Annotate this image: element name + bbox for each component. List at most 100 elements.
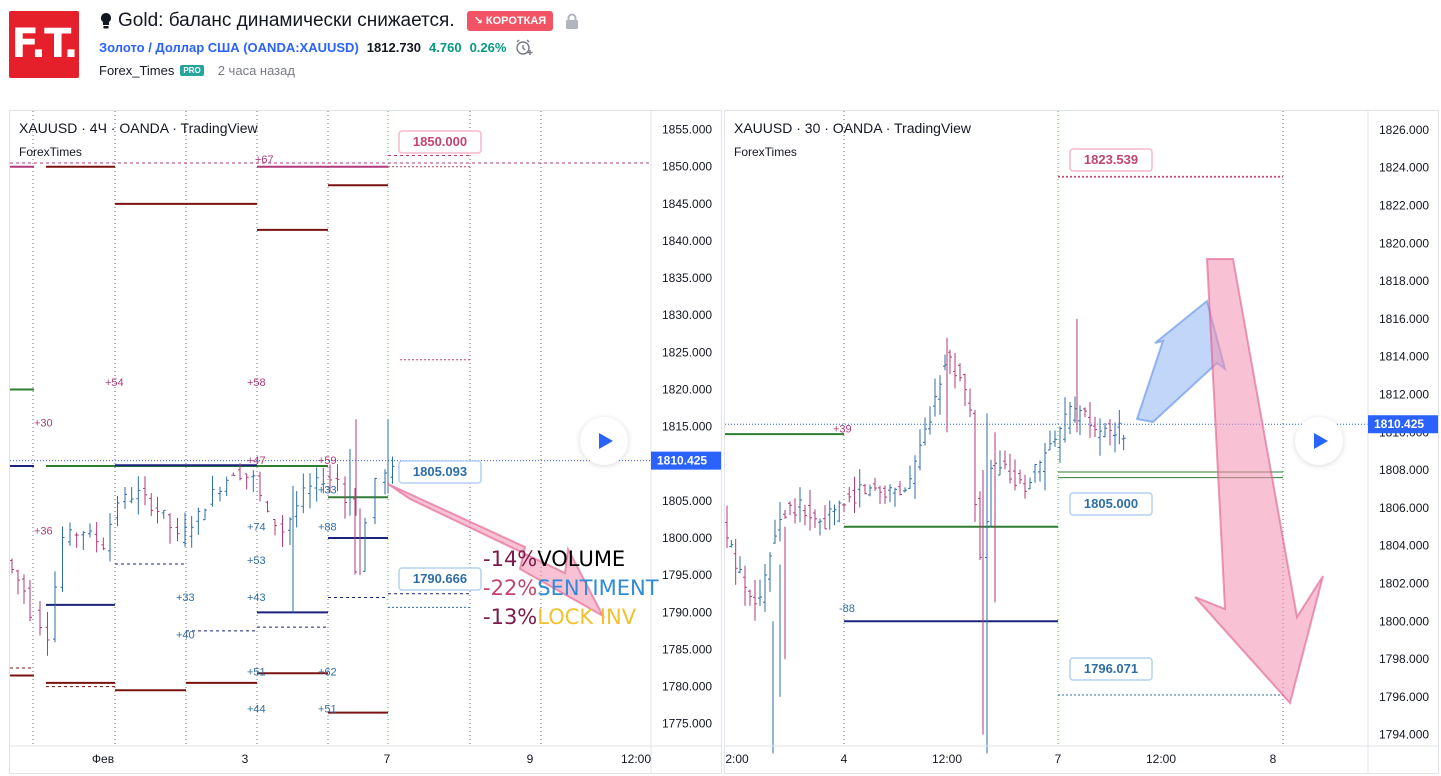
time-tick-label: 12:00 [932,752,962,766]
price-tick-label: 1816.000 [1379,312,1429,326]
play-button[interactable] [1295,417,1343,465]
price-tick-label: 1780.000 [662,680,712,694]
stat-volume: -14%VOLUME [483,547,626,571]
symbol-change-pct: 0.26% [469,39,507,55]
author-row: Forex_Times PRO 2 часа назад [99,63,295,78]
symbol-link[interactable]: Золото / Доллар США (OANDA:XAUUSD) [99,39,359,55]
level-label: +74 [247,522,266,534]
last-price-badge [1368,415,1438,434]
level-label: +40 [176,629,195,641]
level-label: +51 [318,704,337,716]
price-tick-label: 1775.000 [662,717,712,731]
price-tick-label: 1798.000 [1379,652,1429,666]
chart-title: XAUUSD · 4Ч · OANDA · TradingView [19,120,258,136]
last-price-value: 1810.425 [657,454,707,468]
chart-30m-canvas[interactable]: +39 -88 1823.539 1805.000 1796.071 1826.000… [725,111,1438,773]
level-label: +33 [318,484,337,496]
level-label: +54 [105,377,124,389]
price-tick-label: 1826.000 [1379,123,1429,137]
price-tick-label: 1835.000 [662,271,712,285]
price-tick-label: 1808.000 [1379,463,1429,477]
symbol-price: 1812.730 [366,39,422,55]
price-callout-box [1069,492,1153,516]
forecast-arrow-down [387,483,606,619]
price-tick-label: 1805.000 [662,494,712,508]
price-tick-label: 1785.000 [662,642,712,656]
price-callout-text: 1805.093 [413,464,467,479]
alarm-clock-icon[interactable] [514,38,534,56]
forex-times-logo[interactable]: F.T. [9,11,79,78]
short-badge: ↘ КОРОТКАЯ [466,11,554,31]
idea-header: Gold: баланс динамически снижается. ↘ КО… [100,8,579,34]
price-callout-box [398,460,482,484]
price-tick-label: 1806.000 [1379,501,1429,515]
symbol-row: Золото / Доллар США (OANDA:XAUUSD) 1812.… [99,38,534,56]
level-label: +47 [247,455,266,467]
price-tick-label: 1818.000 [1379,274,1429,288]
price-tick-label: 1795.000 [662,568,712,582]
price-tick-label: 1812.000 [1379,387,1429,401]
chart-panel-4h[interactable]: +67 +54 +58 +30 +47 +59 +36 +74 +88 +33 +43 +53 +40 +… [9,110,722,774]
price-tick-label: 1820.000 [662,383,712,397]
stat-sentiment: -22%SENTIMENT [483,576,659,600]
idea-title: Gold: баланс динамически снижается. [118,10,455,31]
price-tick-label: 1802.000 [1379,576,1429,590]
price-tick-label: 1804.000 [1379,539,1429,553]
pro-badge: PRO [180,65,204,76]
last-price-badge [651,451,721,470]
play-button[interactable] [580,417,628,465]
level-label: +39 [833,423,852,435]
time-tick-label: 2:00 [725,752,749,766]
price-tick-label: 1796.000 [1379,690,1429,704]
time-tick-label: 12:00 [1146,752,1176,766]
stat-lock-inv: -13%LOCK INV [483,605,637,629]
price-tick-label: 1800.000 [662,531,712,545]
level-label: +53 [247,555,266,567]
price-tick-label: 1830.000 [662,308,712,322]
price-callout-text: 1823.539 [1084,152,1138,167]
price-callout-box [1069,148,1153,172]
lightbulb-icon [101,13,111,29]
price-axis [1368,111,1438,773]
chart-subtitle: ForexTimes [19,145,82,159]
chart-subtitle: ForexTimes [734,145,797,159]
chart-4h-canvas[interactable]: +67 +54 +58 +30 +47 +59 +36 +74 +88 +33 +43 +53 +40 +… [10,111,721,773]
time-tick-label: 12:00 [621,752,651,766]
level-label: +43 [247,592,266,604]
price-tick-label: 1824.000 [1379,161,1429,175]
price-callout-text: 1850.000 [413,134,467,149]
level-label: +62 [318,666,337,678]
last-price-value: 1810.425 [1374,417,1424,431]
price-tick-label: 1845.000 [662,197,712,211]
level-label: -88 [839,603,855,615]
author-name[interactable]: Forex_Times [99,63,175,78]
symbol-change: 4.760 [429,39,462,55]
price-axis [651,111,721,773]
chart-panel-30m[interactable]: +39 -88 1823.539 1805.000 1796.071 1826.000… [724,110,1439,774]
price-callout-box [398,130,482,154]
price-tick-label: 1822.000 [1379,198,1429,212]
price-tick-label: 1815.000 [662,420,712,434]
price-tick-label: 1825.000 [662,345,712,359]
forecast-arrow-down [1194,258,1324,706]
level-label: +44 [247,704,266,716]
price-callout-text: 1796.071 [1084,661,1138,676]
time-tick-label: 8 [1270,752,1277,766]
time-tick-label: 7 [1055,752,1062,766]
level-label: +33 [176,592,195,604]
price-tick-label: 1840.000 [662,234,712,248]
price-tick-label: 1800.000 [1379,614,1429,628]
price-tick-label: 1855.000 [662,123,712,137]
time-tick-label: 4 [841,752,848,766]
price-tick-label: 1790.000 [662,605,712,619]
level-label: +67 [255,154,274,166]
time-ago: 2 часа назад [217,63,295,78]
level-label: +59 [318,455,337,467]
level-label: +36 [34,525,53,537]
time-tick-label: 9 [527,752,534,766]
price-callout-box [1069,657,1153,681]
price-tick-label: 1850.000 [662,160,712,174]
level-label: +88 [318,522,337,534]
price-callout-text: 1805.000 [1084,496,1138,511]
level-label: +30 [34,418,53,430]
